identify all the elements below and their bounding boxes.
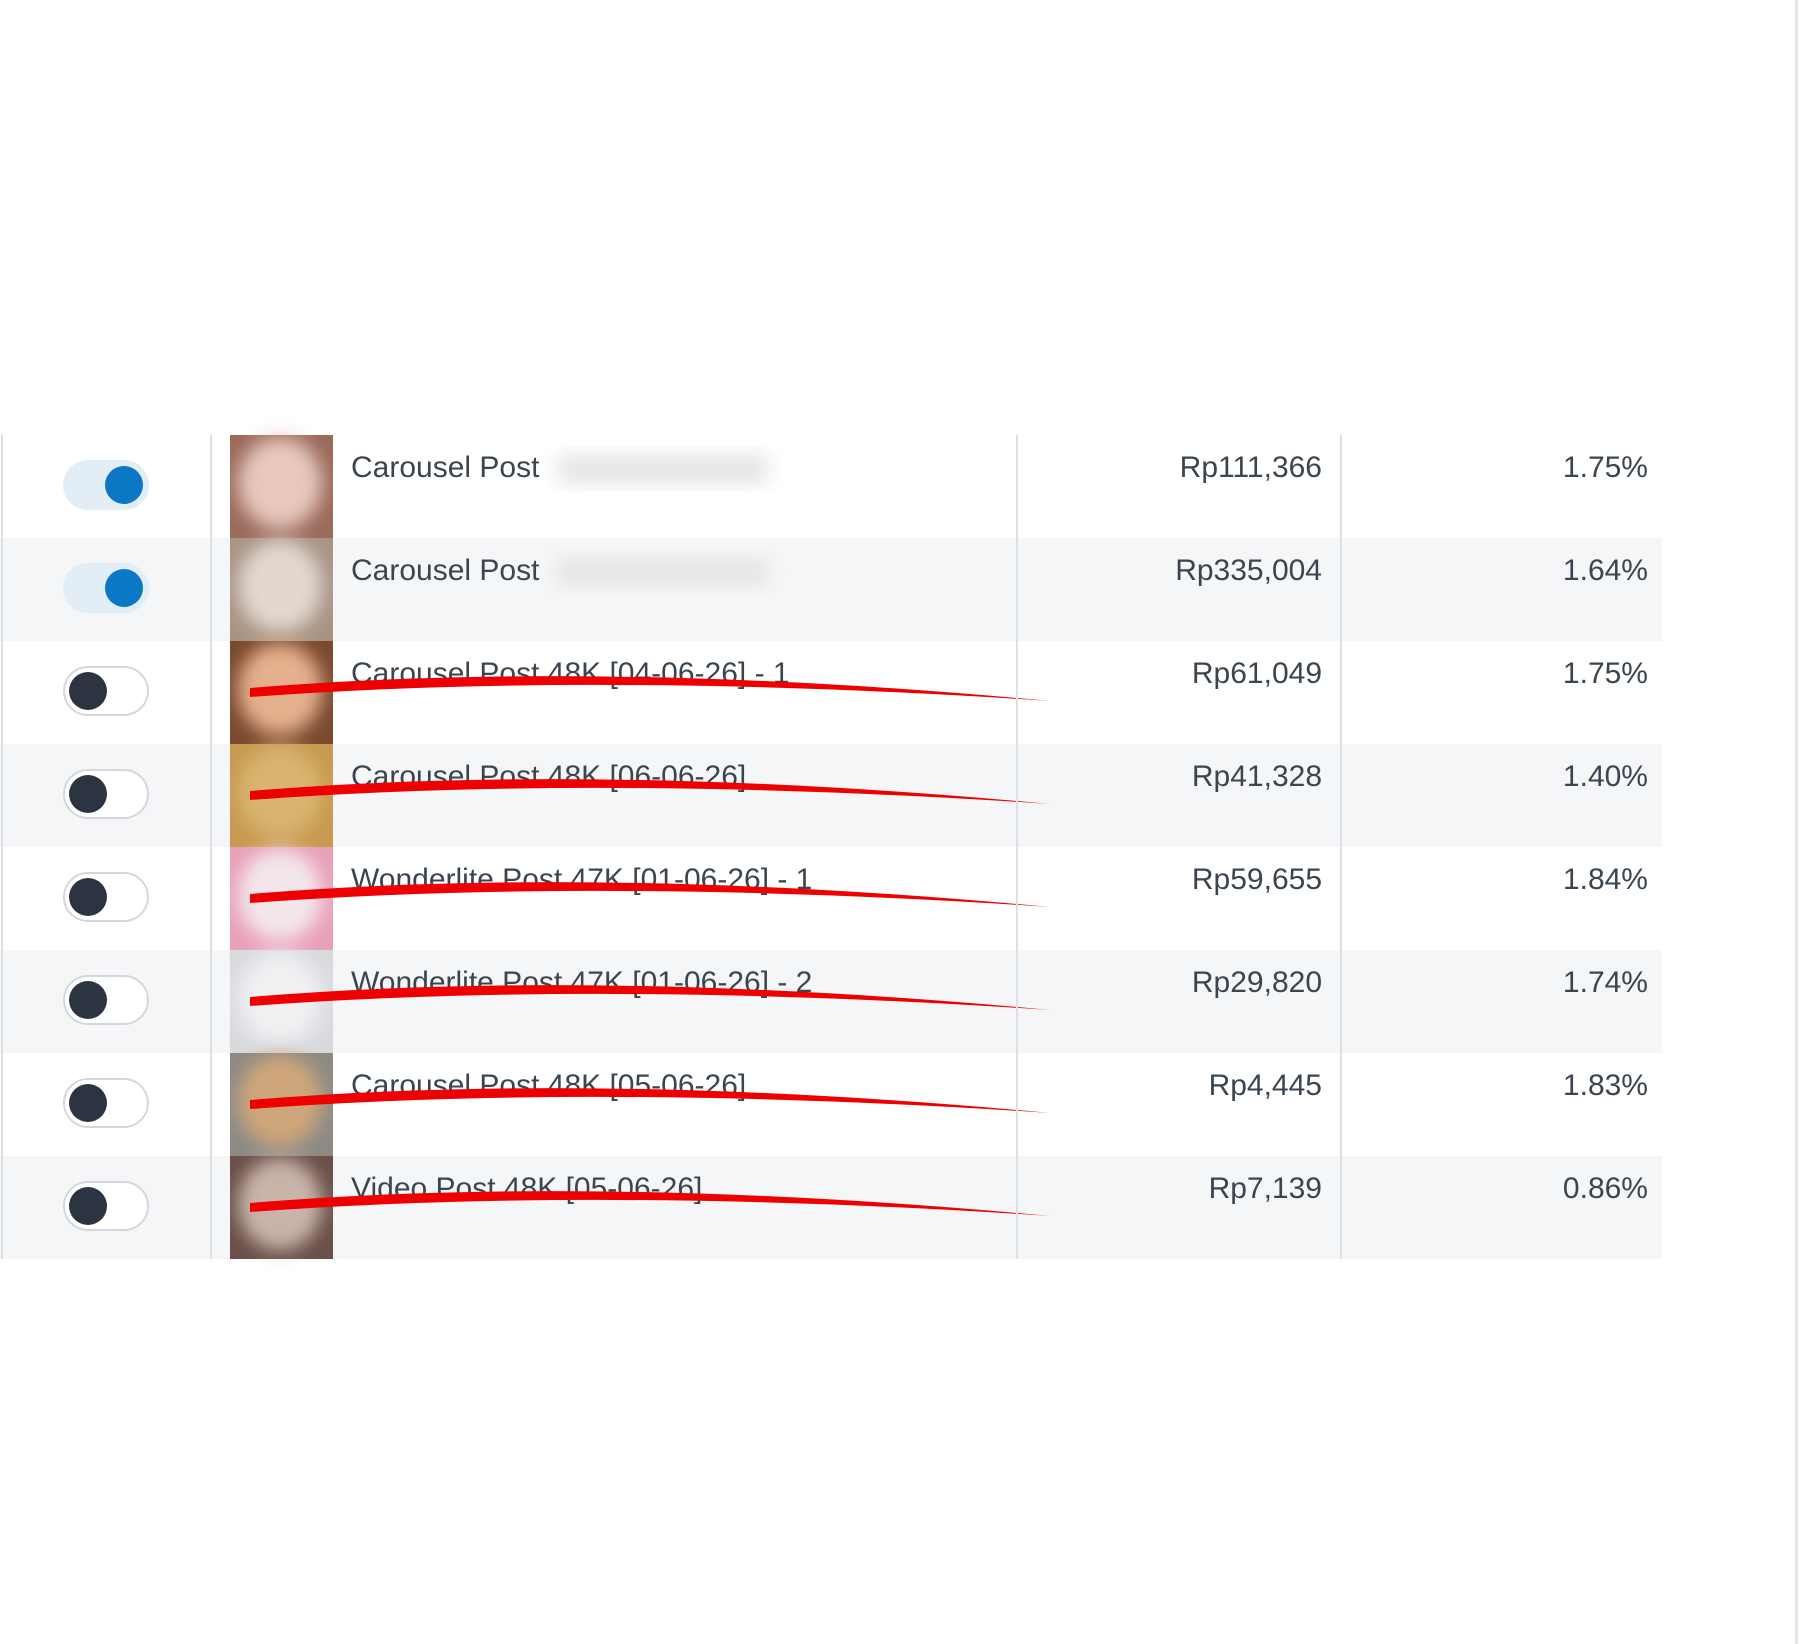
- red-strike: [250, 676, 1050, 701]
- rate: 1.75%: [1563, 657, 1648, 690]
- rate: 0.86%: [1563, 1172, 1648, 1205]
- toggle[interactable]: [63, 975, 149, 1025]
- cost: Rp7,139: [1209, 1172, 1322, 1205]
- toggle[interactable]: [63, 769, 149, 819]
- thumbnail: [230, 538, 333, 641]
- toggle[interactable]: [63, 460, 149, 510]
- name-redaction: [555, 556, 770, 588]
- toggle-knob: [105, 569, 143, 607]
- toggle-knob: [69, 775, 107, 813]
- cost: Rp61,049: [1192, 657, 1322, 690]
- rate: 1.84%: [1563, 863, 1648, 896]
- red-strike: [250, 779, 1050, 804]
- rate: 1.40%: [1563, 760, 1648, 793]
- ad-name: Carousel Post: [351, 554, 540, 587]
- thumbnail: [230, 435, 333, 538]
- red-strike: [250, 1191, 1050, 1216]
- cost: Rp335,004: [1175, 554, 1322, 587]
- scroll-edge: [1795, 0, 1798, 1644]
- cost: Rp29,820: [1192, 966, 1322, 999]
- thumb-blur: [238, 437, 322, 529]
- toggle[interactable]: [63, 872, 149, 922]
- toggle[interactable]: [63, 1181, 149, 1231]
- rate: 1.64%: [1563, 554, 1648, 587]
- red-strike: [250, 882, 1050, 907]
- toggle-knob: [69, 1187, 107, 1225]
- cost: Rp111,366: [1180, 451, 1322, 484]
- toggle[interactable]: [63, 563, 149, 613]
- cost: Rp4,445: [1209, 1069, 1322, 1102]
- red-strike: [250, 985, 1050, 1010]
- rate: 1.74%: [1563, 966, 1648, 999]
- ad-name: Carousel Post: [351, 451, 540, 484]
- rate: 1.83%: [1563, 1069, 1648, 1102]
- toggle-knob: [69, 1084, 107, 1122]
- toggle-knob: [69, 878, 107, 916]
- name-redaction: [555, 453, 770, 485]
- red-strike: [250, 1088, 1050, 1113]
- thumb-blur: [238, 540, 322, 632]
- cost: Rp59,655: [1192, 863, 1322, 896]
- toggle-knob: [69, 672, 107, 710]
- toggle-knob: [69, 981, 107, 1019]
- rows: Carousel Post Rp111,366 1.75% Carousel Post…: [0, 435, 1662, 1259]
- toggle-knob: [105, 466, 143, 504]
- toggle[interactable]: [63, 1078, 149, 1128]
- rate: 1.75%: [1563, 451, 1648, 484]
- cost: Rp41,328: [1192, 760, 1322, 793]
- toggle[interactable]: [63, 666, 149, 716]
